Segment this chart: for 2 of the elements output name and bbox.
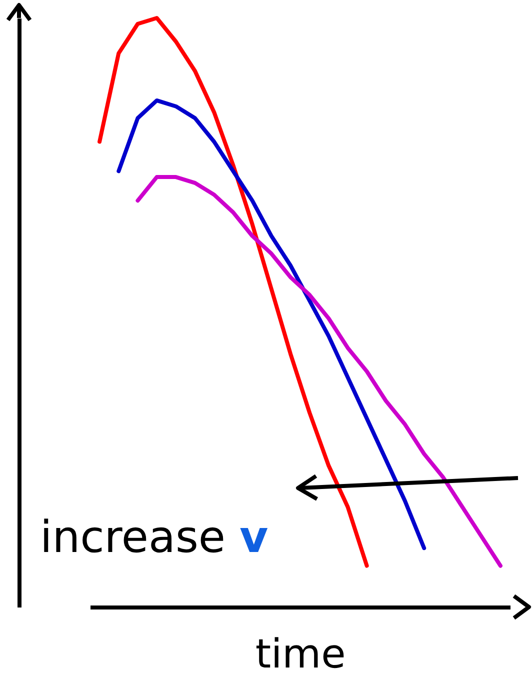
annotation: increase v xyxy=(40,512,268,563)
x-axis-title: time xyxy=(255,632,346,678)
